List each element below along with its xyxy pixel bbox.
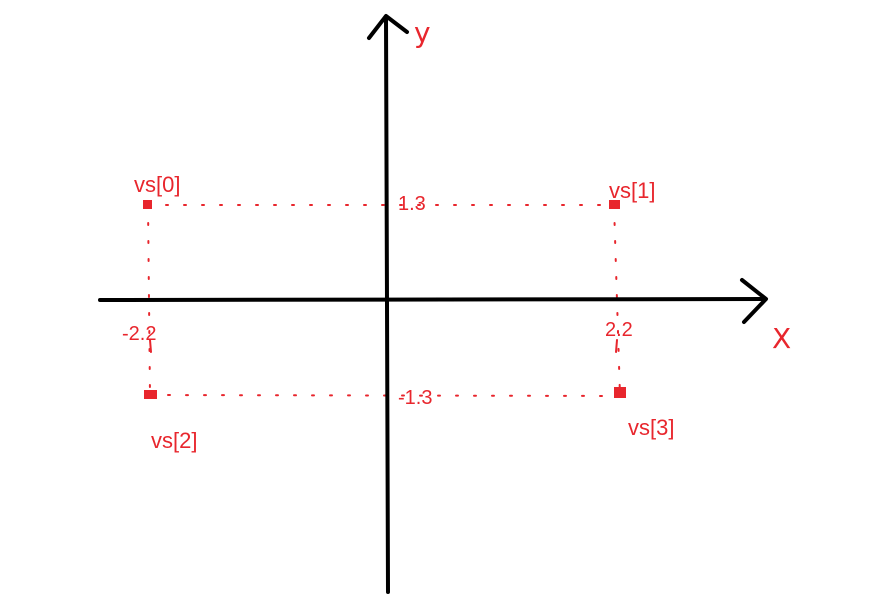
vertex-points [143, 200, 626, 399]
y-value-label-bottom: -1.3 [398, 387, 432, 409]
vertex-point-2 [144, 390, 157, 399]
y-axis-line [384, 16, 390, 594]
x-axis-line [98, 297, 767, 302]
tick-marks [149, 339, 618, 353]
vertex-label-2: vs[2] [151, 428, 197, 453]
vertex-label-3: vs[3] [628, 415, 674, 440]
vertex-point-1 [609, 200, 620, 209]
y-value-label-top: 1.3 [398, 193, 426, 215]
guide-bottom [149, 394, 621, 397]
tick-mark-right [615, 339, 618, 353]
x-axis-arrowhead [740, 278, 768, 324]
tick-mark-left [149, 339, 152, 353]
vertex-label-1: vs[1] [609, 178, 655, 203]
vertex-labels: vs[0] vs[1] vs[2] vs[3] [134, 172, 674, 453]
axes [98, 14, 768, 594]
vertex-label-0: vs[0] [134, 172, 180, 197]
x-axis-label: X [772, 322, 791, 355]
rectangle-guides [147, 204, 621, 397]
axis-names: X y [414, 16, 791, 355]
x-value-label-left: -2.2 [122, 323, 156, 345]
value-labels: -2.2 2.2 1.3 -1.3 [122, 193, 633, 409]
vertex-point-0 [143, 200, 152, 209]
y-axis-arrowhead [367, 14, 409, 40]
x-value-label-right: 2.2 [605, 319, 633, 341]
vertex-point-3 [614, 387, 626, 398]
y-axis-label: y [414, 16, 431, 49]
